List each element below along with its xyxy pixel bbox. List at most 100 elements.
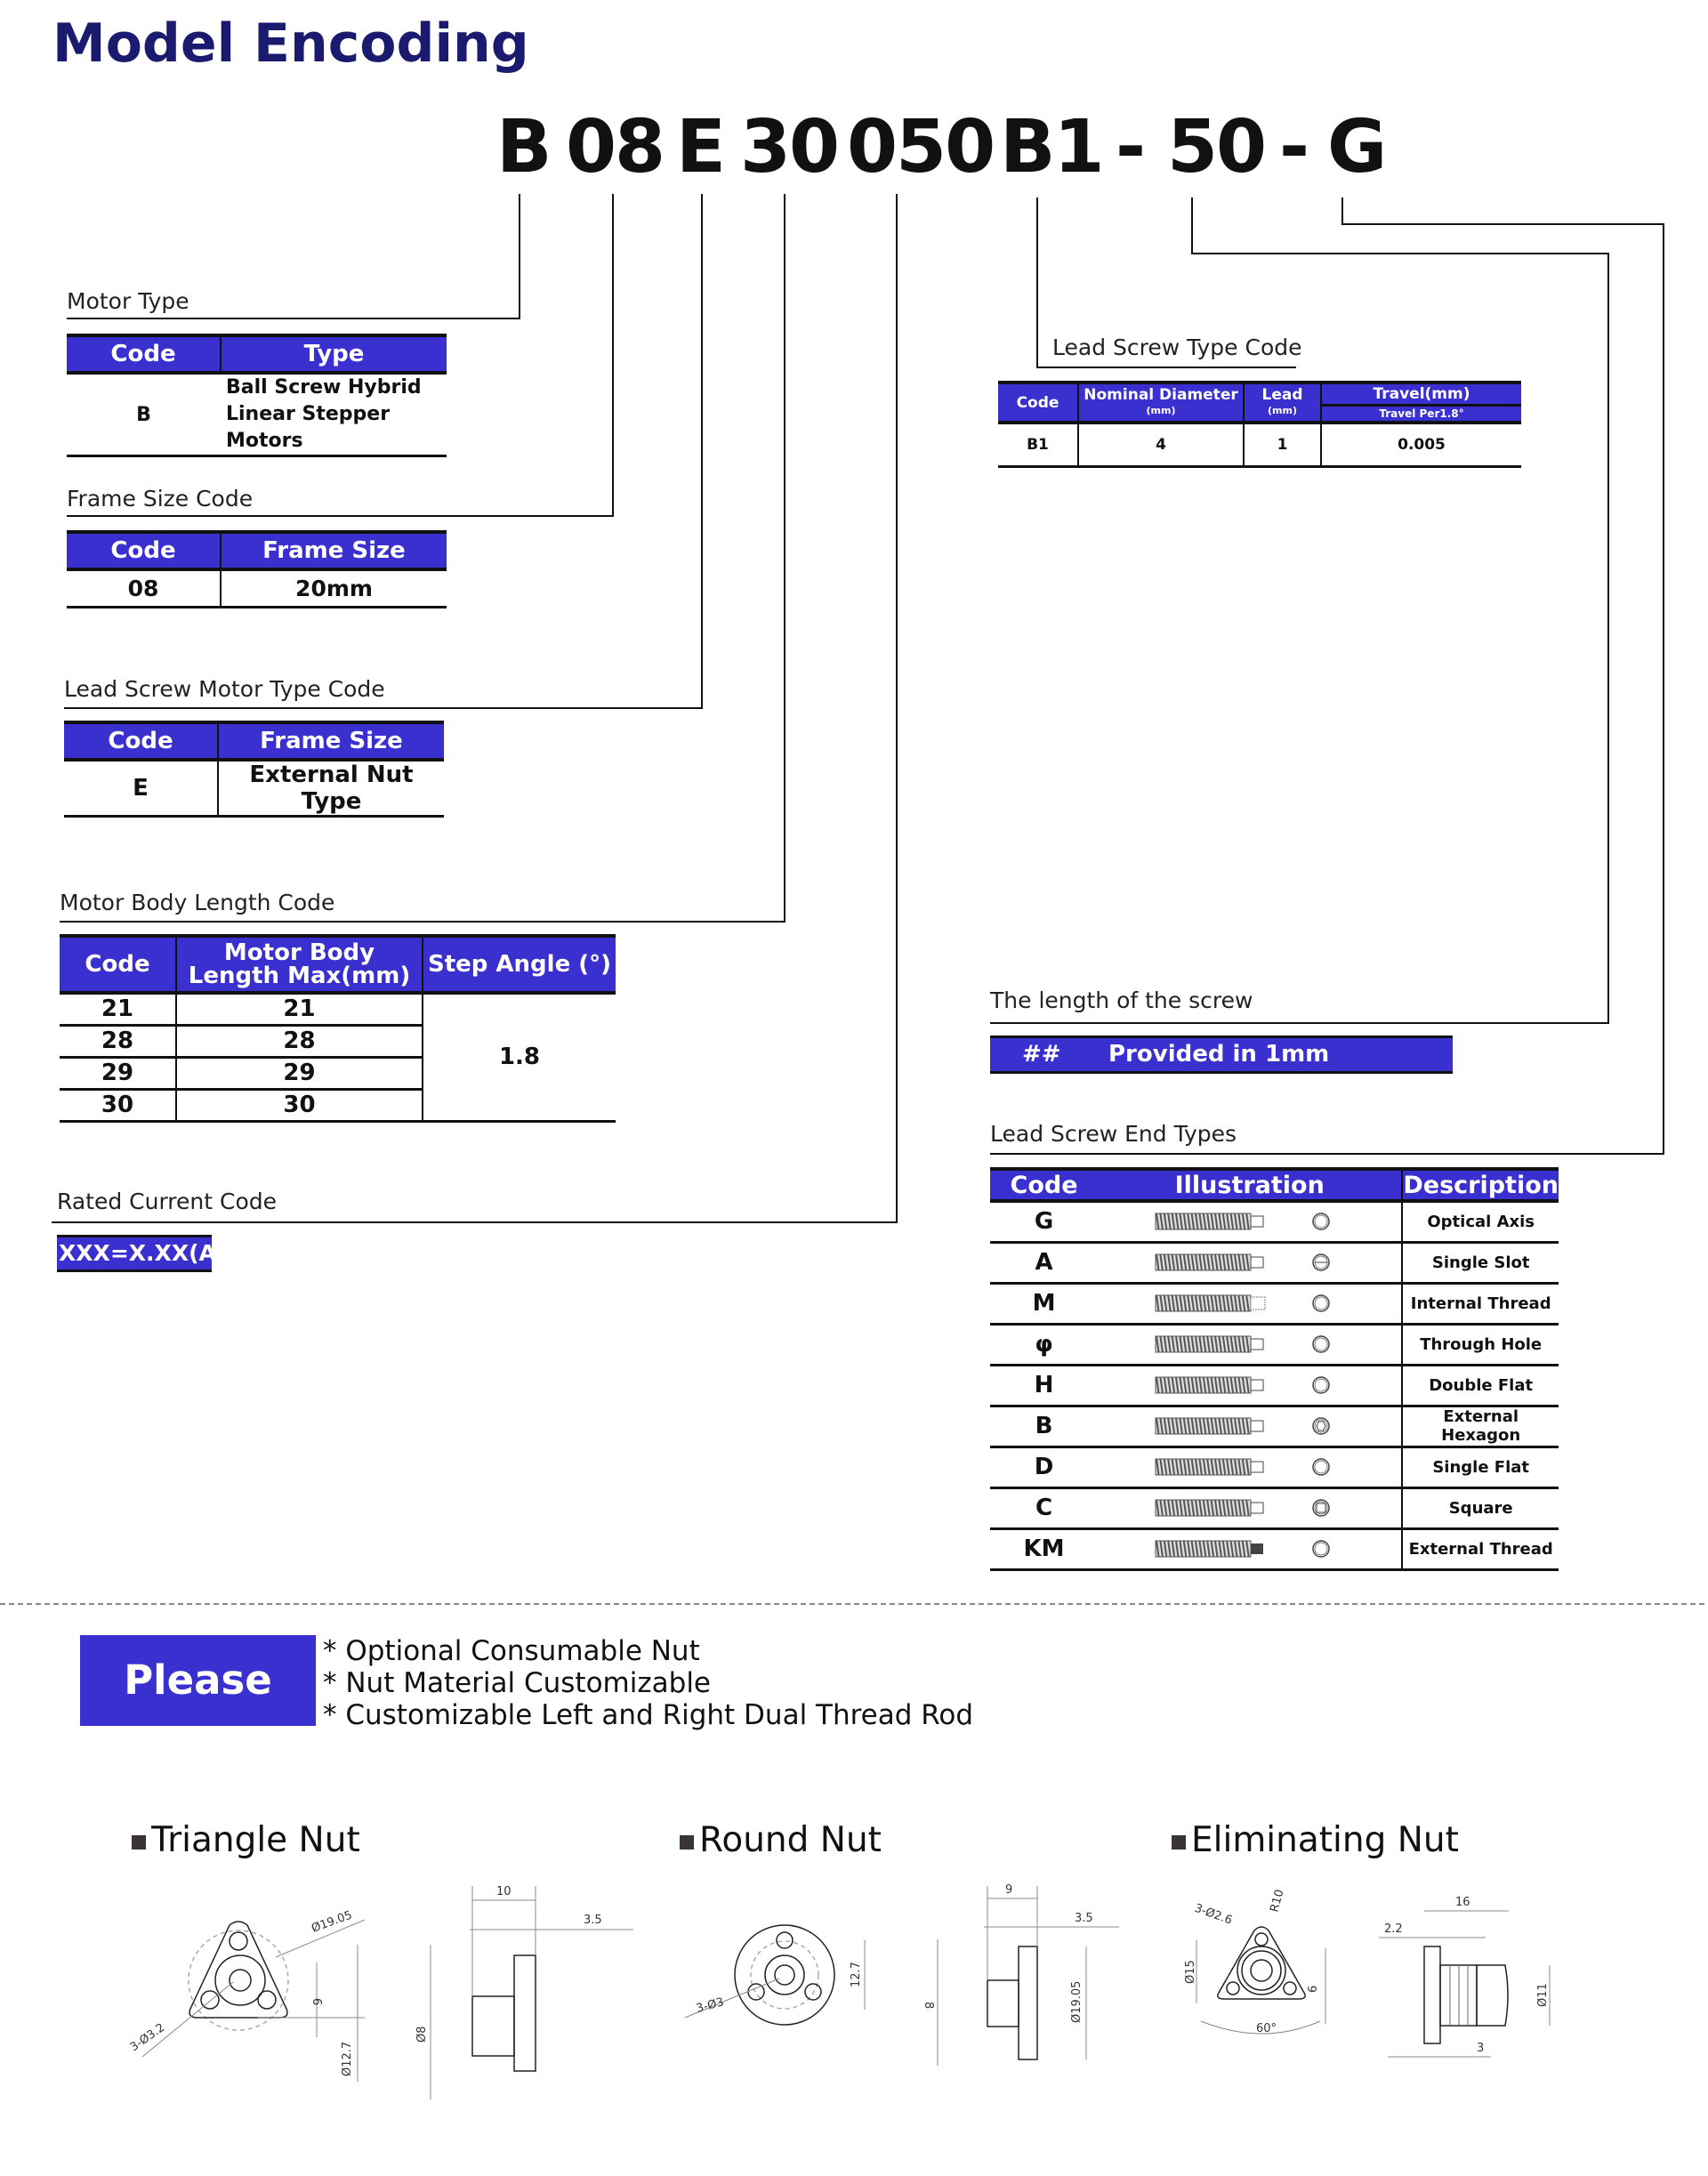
header-type: Type — [220, 334, 447, 375]
end-type-row: H Double Flat — [990, 1365, 1559, 1407]
dim-label: 10 — [496, 1885, 512, 1898]
header-code: Code — [990, 1167, 1099, 1203]
cell-code: C — [990, 1487, 1099, 1530]
motor-type-label: Motor Type — [67, 288, 189, 314]
end-type-row: M Internal Thread — [990, 1283, 1559, 1326]
cell-description: Double Flat — [1401, 1365, 1559, 1407]
header-code: Code — [60, 934, 176, 995]
code-frame-size: 08 — [566, 105, 665, 189]
code-separator: - — [1116, 105, 1146, 189]
frame-size-label: Frame Size Code — [67, 486, 254, 512]
dim-label: Ø19.05 — [310, 1908, 354, 1935]
cell-description: Single Flat — [1401, 1447, 1559, 1489]
lead-screw-type-label: Lead Screw Type Code — [1052, 334, 1302, 360]
dim-label: Ø19.05 — [1070, 1981, 1084, 2023]
header-travel: Travel(mm) — [1320, 381, 1521, 407]
cell-code: 29 — [60, 1057, 176, 1091]
cell-length: 21 — [175, 993, 423, 1027]
body-length-label: Motor Body Length Code — [60, 890, 335, 915]
header-diameter-unit: (mm) — [1146, 404, 1176, 416]
dim-label: 6 — [1307, 1986, 1320, 1993]
cell-code: KM — [990, 1528, 1099, 1571]
code-rated-current: 050 — [847, 105, 995, 189]
header-diameter: Nominal Diameter — [1084, 385, 1238, 404]
round-nut-title: Round Nut — [680, 1820, 882, 1860]
cell-code: B — [67, 373, 221, 457]
cell-nut-type: External Nut Type — [217, 760, 444, 818]
header-code: Code — [67, 334, 221, 375]
dim-label: 12.7 — [850, 1962, 863, 1987]
cell-description: External Hexagon — [1401, 1406, 1559, 1448]
dim-label: 3-Ø3 — [695, 1995, 725, 2016]
code-screw-length: 50 — [1167, 105, 1267, 189]
triangle-nut-side-drawing — [430, 1886, 633, 2099]
double-flat-end-icon — [1098, 1365, 1403, 1407]
dim-label: 8 — [922, 2002, 935, 2009]
bullet-square-icon — [680, 1834, 694, 1850]
cell-code: 08 — [67, 569, 221, 608]
cell-code: B1 — [998, 423, 1078, 468]
cell-step-angle: 1.8 — [422, 993, 616, 1123]
dim-label: R10 — [1268, 1888, 1286, 1914]
header-lead-unit: (mm) — [1268, 404, 1297, 416]
rated-current-label: Rated Current Code — [57, 1189, 277, 1214]
end-type-row: φ Through Hole — [990, 1324, 1559, 1366]
external-hexagon-end-icon — [1098, 1406, 1403, 1448]
single-flat-end-icon — [1098, 1447, 1403, 1489]
square-end-icon — [1098, 1487, 1403, 1530]
header-frame-size: Frame Size — [217, 721, 444, 762]
screw-length-label: The length of the screw — [990, 987, 1253, 1013]
header-step-angle: Step Angle (°) — [422, 934, 616, 995]
nut-name: Triangle Nut — [151, 1820, 360, 1860]
cell-description: External Thread — [1401, 1528, 1559, 1571]
lead-motor-type-table: Code Frame Size E External Nut Type — [64, 721, 444, 818]
cell-travel: 0.005 — [1320, 423, 1521, 468]
cell-code: A — [990, 1242, 1099, 1285]
code-end-type: G — [1327, 105, 1387, 189]
dim-label: 2.2 — [1384, 1922, 1403, 1936]
dim-label: 3.5 — [584, 1914, 602, 1927]
note-item: * Optional Consumable Nut — [323, 1635, 700, 1667]
header-illustration: Illustration — [1098, 1167, 1403, 1203]
cell-code: B — [990, 1406, 1099, 1448]
cell-code: 21 — [60, 993, 176, 1027]
end-type-row: G Optical Axis — [990, 1201, 1559, 1244]
cell-description: Internal Thread — [1401, 1283, 1559, 1326]
rated-current-value: XXX=X.XX(A) — [57, 1235, 226, 1272]
bullet-square-icon — [1172, 1834, 1186, 1850]
round-nut-front-drawing — [684, 1924, 866, 2026]
cell-code: 30 — [60, 1089, 176, 1123]
header-code: Code — [67, 530, 221, 571]
header-code: Code — [998, 381, 1078, 424]
cell-description: Through Hole — [1401, 1324, 1559, 1366]
cell-lead: 1 — [1243, 423, 1321, 468]
body-length-table: Code Motor Body Length Max(mm) Step Angle … — [60, 934, 616, 1123]
cell-code: M — [990, 1283, 1099, 1326]
end-type-row: A Single Slot — [990, 1242, 1559, 1285]
page-title: Model Encoding — [52, 12, 529, 75]
cell-code: 28 — [60, 1025, 176, 1059]
dim-label: Ø12.7 — [341, 2042, 354, 2076]
cell-description: Optical Axis — [1401, 1201, 1559, 1244]
screw-length-value: Provided in 1mm increments — [1108, 1041, 1330, 1100]
eliminating-nut-side-drawing — [1379, 1910, 1551, 2058]
end-type-row: B External Hexagon — [990, 1406, 1559, 1448]
please-note-badge: Please Note — [80, 1635, 316, 1794]
motor-type-table: Code Type B Ball Screw Hybrid Linear Stepp… — [67, 334, 447, 457]
code-body-length: 30 — [740, 105, 840, 189]
dim-label: 60° — [1256, 2022, 1277, 2035]
header-description: Description — [1401, 1167, 1559, 1203]
dim-label: Ø8 — [415, 2026, 429, 2043]
end-type-row: KM External Thread — [990, 1528, 1559, 1571]
frame-size-table: Code Frame Size 08 20mm — [67, 530, 447, 608]
code-lead-screw-type: B1 — [1000, 105, 1105, 189]
header-frame-size: Frame Size — [220, 530, 447, 571]
dim-label: 3.5 — [1075, 1912, 1093, 1925]
screw-length-code: ## — [1022, 1041, 1061, 1068]
cell-length: 28 — [175, 1025, 423, 1059]
dim-label: 6 — [310, 1998, 323, 2005]
header-lead: Lead — [1261, 385, 1303, 404]
screw-length-box: ## Provided in 1mm increments — [990, 1036, 1453, 1100]
dim-label: 16 — [1455, 1896, 1470, 1909]
dim-label: Ø15 — [1184, 1960, 1197, 1984]
